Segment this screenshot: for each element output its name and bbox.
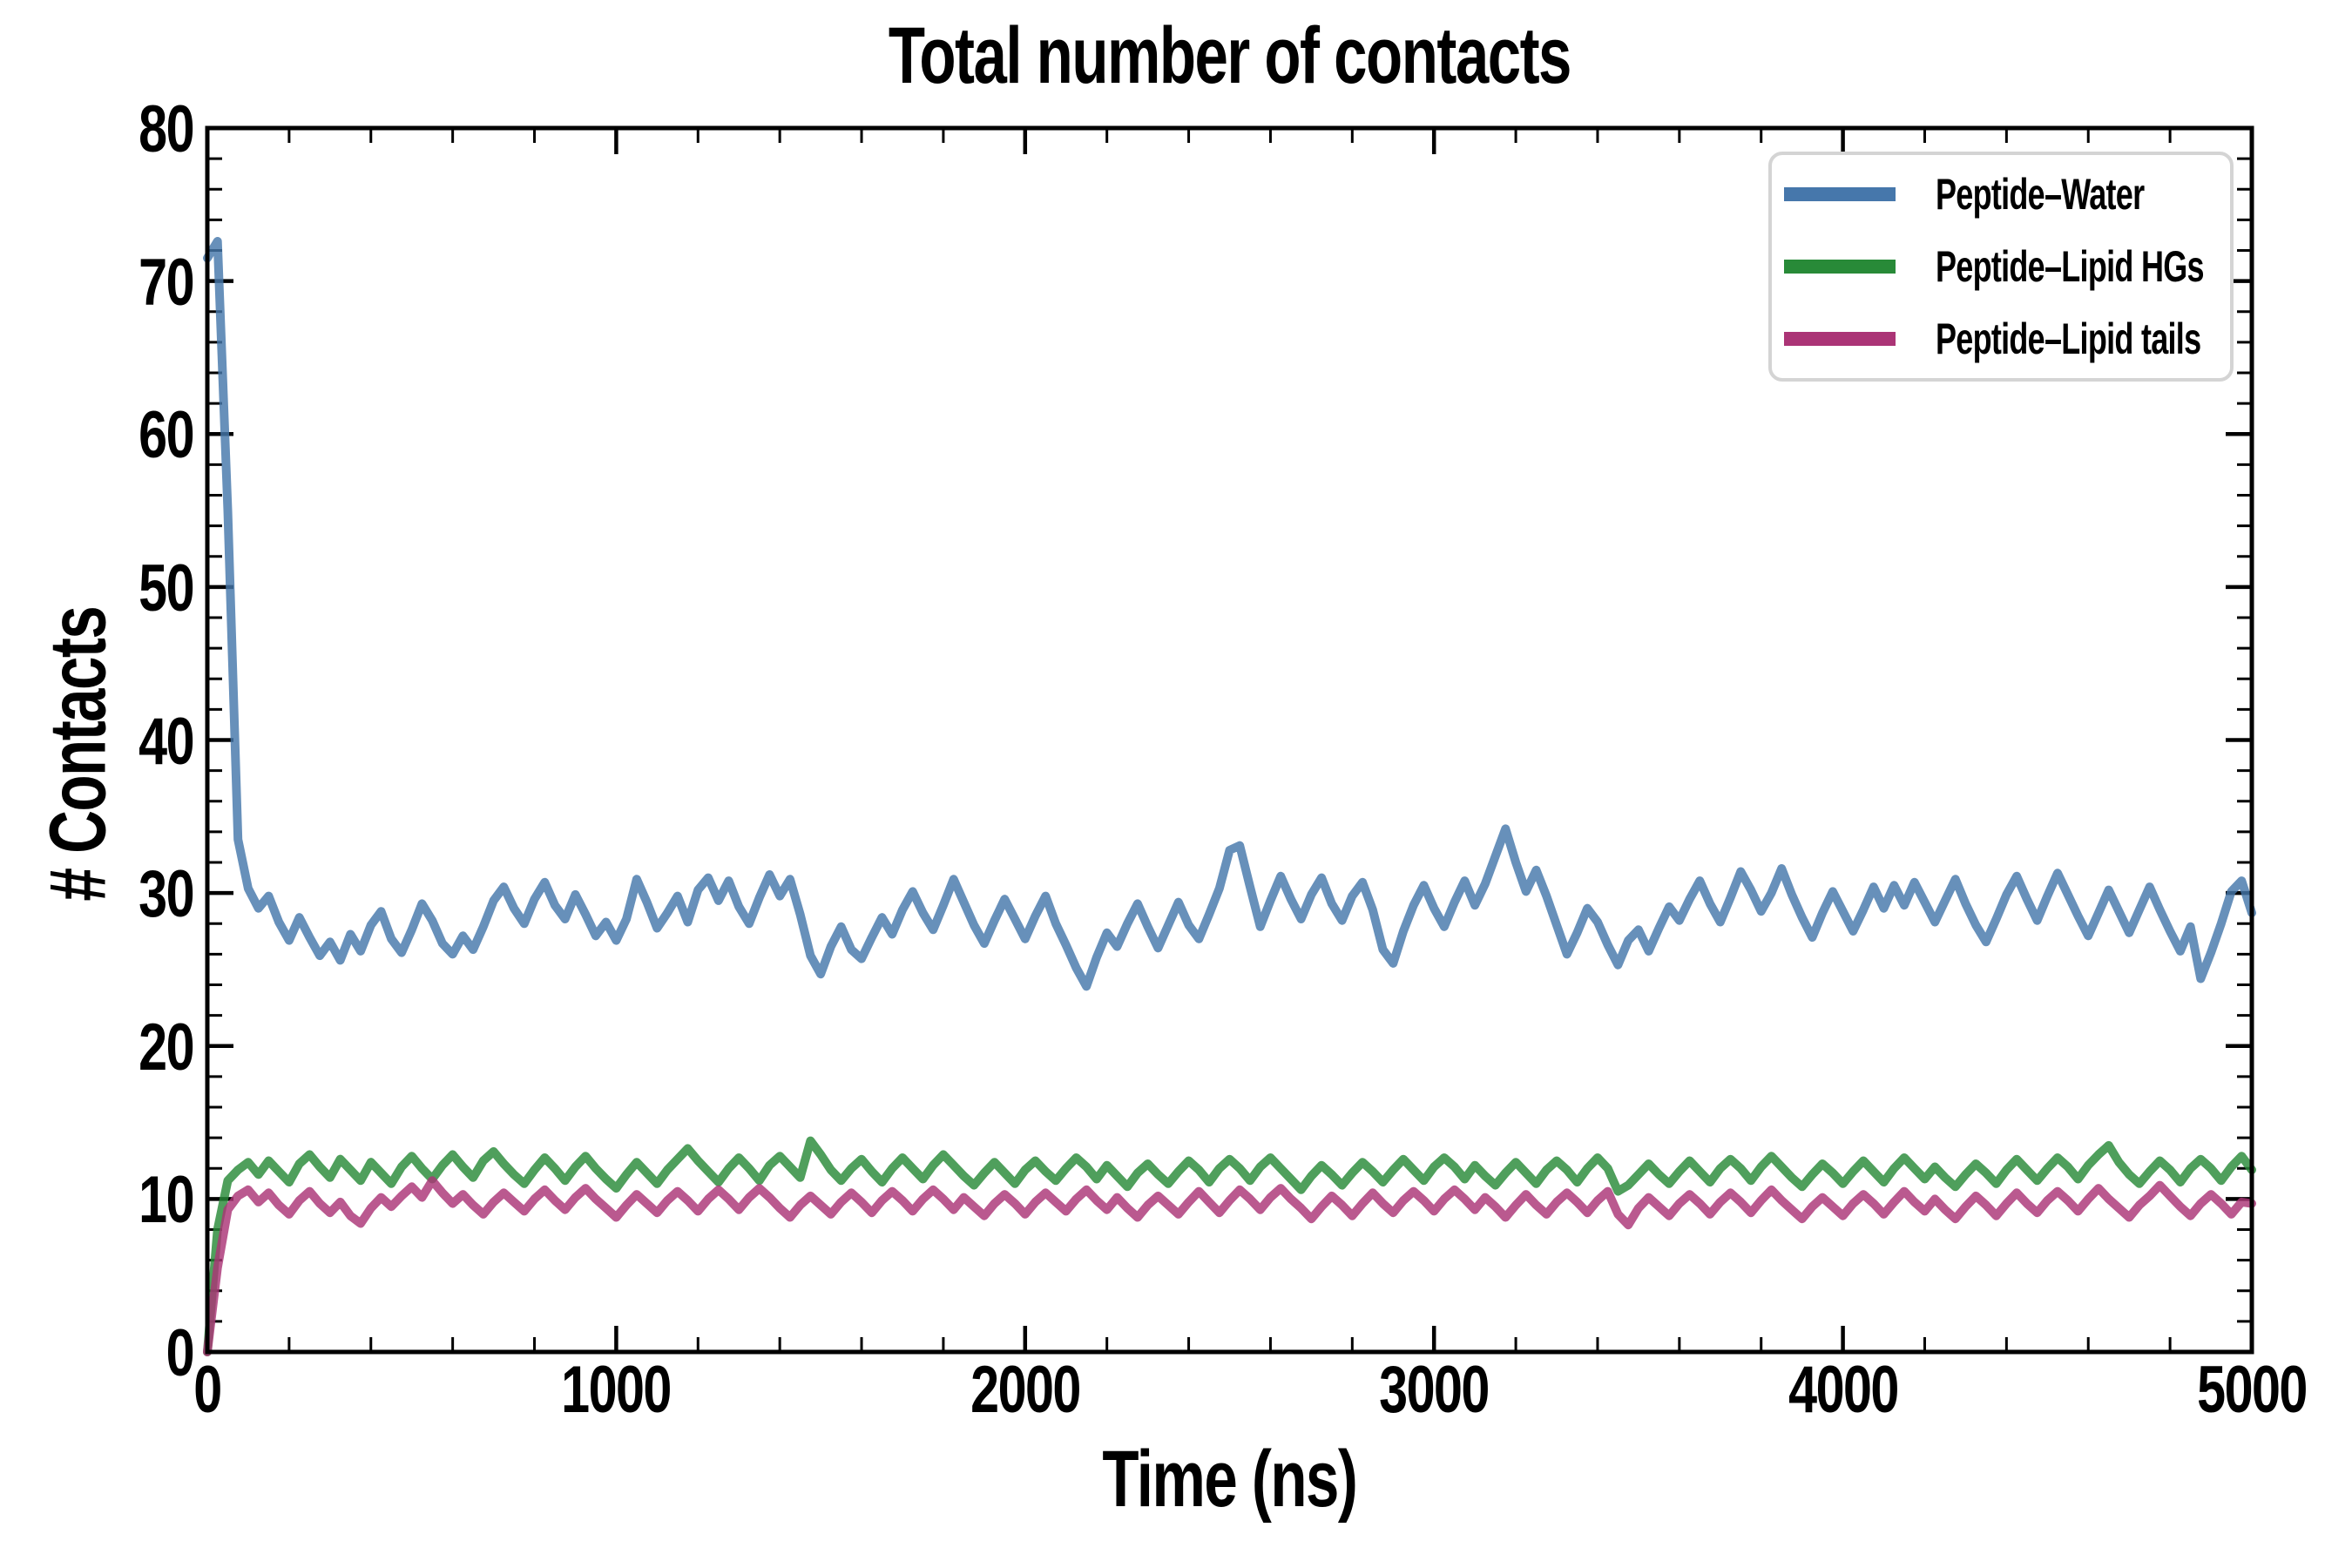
legend-label-peptide-water: Peptide–Water — [1936, 170, 2145, 220]
legend-item-peptide-lipid-hgs: Peptide–Lipid HGs — [1772, 231, 2230, 302]
legend-item-peptide-water: Peptide–Water — [1772, 159, 2230, 230]
y-axis-label: # Contacts — [33, 606, 123, 902]
legend-swatch-peptide-lipid-tails — [1784, 331, 1896, 346]
legend-swatch-peptide-water — [1784, 187, 1896, 202]
plot-spines — [205, 125, 2254, 1355]
legend-label-peptide-lipid-tails: Peptide–Lipid tails — [1936, 314, 2201, 363]
series-line-peptide-lipid-tails — [203, 1176, 2256, 1356]
legend-item-peptide-lipid-tails: Peptide–Lipid tails — [1772, 303, 2230, 375]
series-line-peptide-water — [203, 237, 2256, 991]
x-axis-label: Time (ns) — [1102, 1435, 1357, 1524]
legend-label-peptide-lipid-hgs: Peptide–Lipid HGs — [1936, 241, 2205, 291]
chart-title: Total number of contacts — [888, 11, 1572, 100]
legend: Peptide–Water Peptide–Lipid HGs Peptide–… — [1768, 152, 2234, 382]
series-line-peptide-lipid-hgs — [203, 1136, 2256, 1356]
legend-swatch-peptide-lipid-hgs — [1784, 259, 1896, 274]
